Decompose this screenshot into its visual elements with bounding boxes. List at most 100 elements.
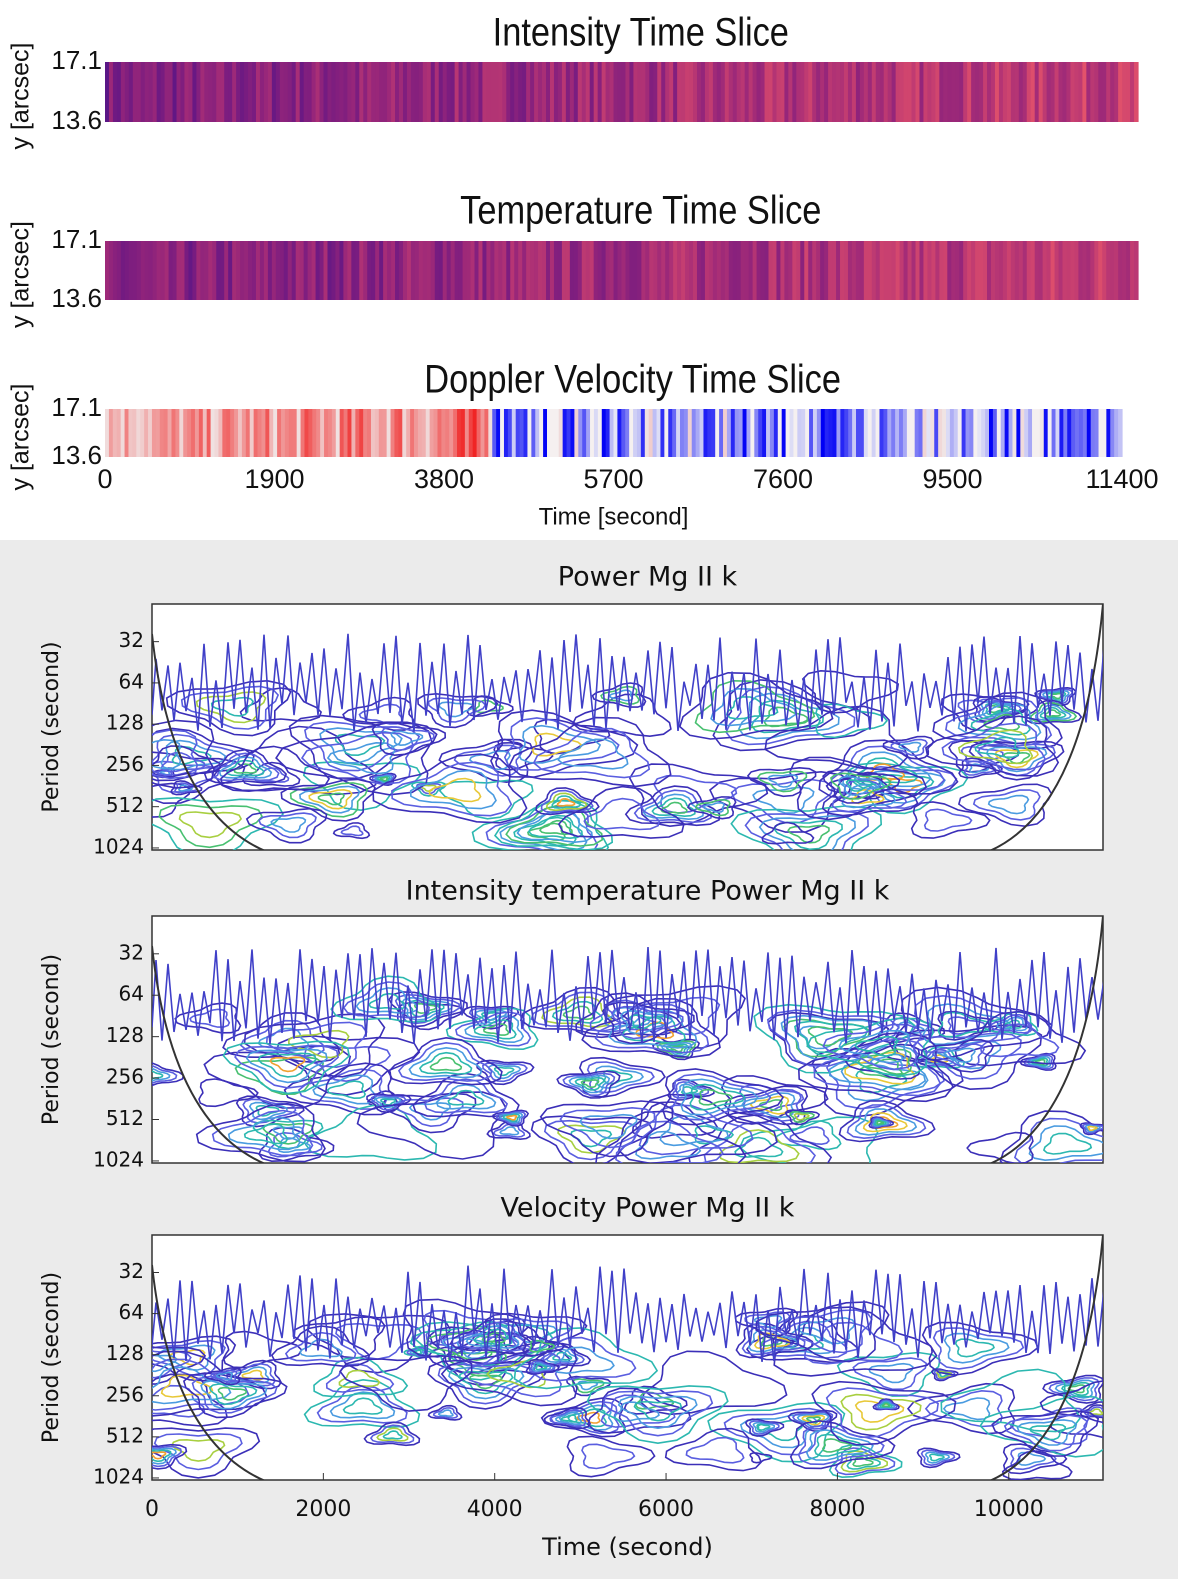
heatmap-cell	[433, 409, 439, 457]
heatmap-cell	[726, 409, 732, 457]
heatmap-cell	[335, 62, 341, 122]
heatmap-cell	[323, 62, 329, 122]
contour-line	[152, 1354, 178, 1373]
contour-line	[994, 749, 1039, 769]
contour-line	[881, 1402, 891, 1408]
heatmap-cell	[816, 62, 821, 122]
y-tick-label: 32	[119, 628, 144, 652]
heatmap-cell	[116, 241, 122, 300]
heatmap-cell	[1122, 62, 1127, 122]
panel-title: Doppler Velocity Time Slice	[424, 356, 841, 401]
heatmap-cell	[597, 62, 603, 122]
heatmap-cell	[585, 241, 591, 300]
heatmap-cell	[871, 409, 877, 457]
heatmap-cell	[1008, 409, 1014, 457]
contour-line	[463, 1350, 562, 1398]
heatmap-cell	[796, 241, 801, 300]
heatmap-cell	[939, 241, 944, 300]
heatmap-cell	[208, 62, 213, 122]
heatmap-cell	[983, 241, 988, 300]
heatmap-cell	[492, 409, 497, 457]
contour-line	[543, 1119, 640, 1161]
heatmap-cell	[677, 62, 682, 122]
heatmap-cell	[828, 241, 833, 300]
heatmap-cell	[204, 241, 209, 300]
contour-line	[943, 1332, 1010, 1364]
heatmap-cell	[320, 409, 325, 457]
contour-line	[492, 1109, 530, 1127]
contour-line	[763, 706, 809, 728]
heatmap-cell	[434, 241, 440, 300]
contour-line	[474, 699, 504, 714]
heatmap-cell	[582, 409, 587, 457]
contour-line	[581, 1443, 636, 1470]
heatmap-cell	[832, 409, 838, 457]
heatmap-cell	[832, 241, 837, 300]
heatmap-cell	[951, 62, 956, 122]
heatmap-cell	[734, 409, 740, 457]
heatmap-cell	[160, 241, 166, 300]
heatmap-cell	[105, 62, 110, 122]
heatmap-cell	[772, 241, 778, 300]
heatmap-cell	[490, 62, 495, 122]
contour-line	[821, 774, 919, 817]
heatmap-cell	[935, 62, 940, 122]
contour-line	[208, 1383, 258, 1406]
heatmap-cell	[899, 62, 905, 122]
heatmap-cell	[343, 409, 349, 457]
contour-line	[638, 1104, 754, 1156]
contour-line	[767, 773, 799, 788]
heatmap-cell	[1098, 241, 1103, 300]
heatmap-cell	[816, 409, 822, 457]
contour-line	[979, 1395, 1103, 1458]
contour-line	[687, 796, 737, 820]
heatmap-cell	[836, 62, 841, 122]
heatmap-cell	[488, 409, 493, 457]
heatmap-cell	[371, 62, 376, 122]
heatmap-cell	[148, 409, 153, 457]
contour-line	[747, 1329, 798, 1353]
contour-line	[761, 821, 815, 845]
heatmap-cell	[291, 62, 297, 122]
contour-line	[662, 1068, 785, 1126]
heatmap-cell	[1130, 241, 1135, 300]
contour-line	[775, 1120, 842, 1151]
heatmap-cell	[252, 241, 257, 300]
heatmap-cell	[500, 409, 505, 457]
heatmap-cell	[1078, 62, 1083, 122]
heatmap-cell	[148, 241, 154, 300]
contour-line	[1061, 1381, 1091, 1397]
contour-line	[844, 1051, 917, 1085]
heatmap-cell	[633, 62, 638, 122]
heatmap-cell	[740, 62, 746, 122]
contour-line	[932, 1327, 1025, 1370]
contour-line	[825, 1387, 939, 1439]
contour-line	[275, 1035, 421, 1096]
contour-line	[940, 1368, 1081, 1433]
heatmap-cell	[851, 241, 857, 300]
contour-line	[957, 783, 1053, 828]
heatmap-cell	[617, 62, 623, 122]
contour-line	[943, 1047, 976, 1064]
heatmap-cell	[581, 241, 587, 300]
contour-line	[490, 709, 639, 778]
contour-line	[694, 1125, 735, 1145]
heatmap-cell	[304, 409, 309, 457]
heatmap-cell	[915, 62, 921, 122]
heatmap-cell	[951, 241, 956, 300]
heatmap-cell	[561, 241, 567, 300]
y-axis-label: Period (second)	[39, 954, 64, 1125]
contour-line	[749, 1452, 773, 1464]
heatmap-cell	[1098, 62, 1103, 122]
heatmap-cell	[271, 241, 277, 300]
heatmap-cell	[926, 409, 931, 457]
heatmap-cell	[597, 241, 603, 300]
heatmap-cell	[720, 241, 726, 300]
contour-line	[171, 745, 212, 765]
contour-line	[391, 761, 513, 817]
heatmap-cell	[542, 241, 547, 300]
contour-line	[458, 1370, 514, 1395]
heatmap-cell	[1016, 409, 1021, 457]
heatmap-cell	[641, 241, 646, 300]
x-tick-label: 0	[145, 1497, 159, 1522]
